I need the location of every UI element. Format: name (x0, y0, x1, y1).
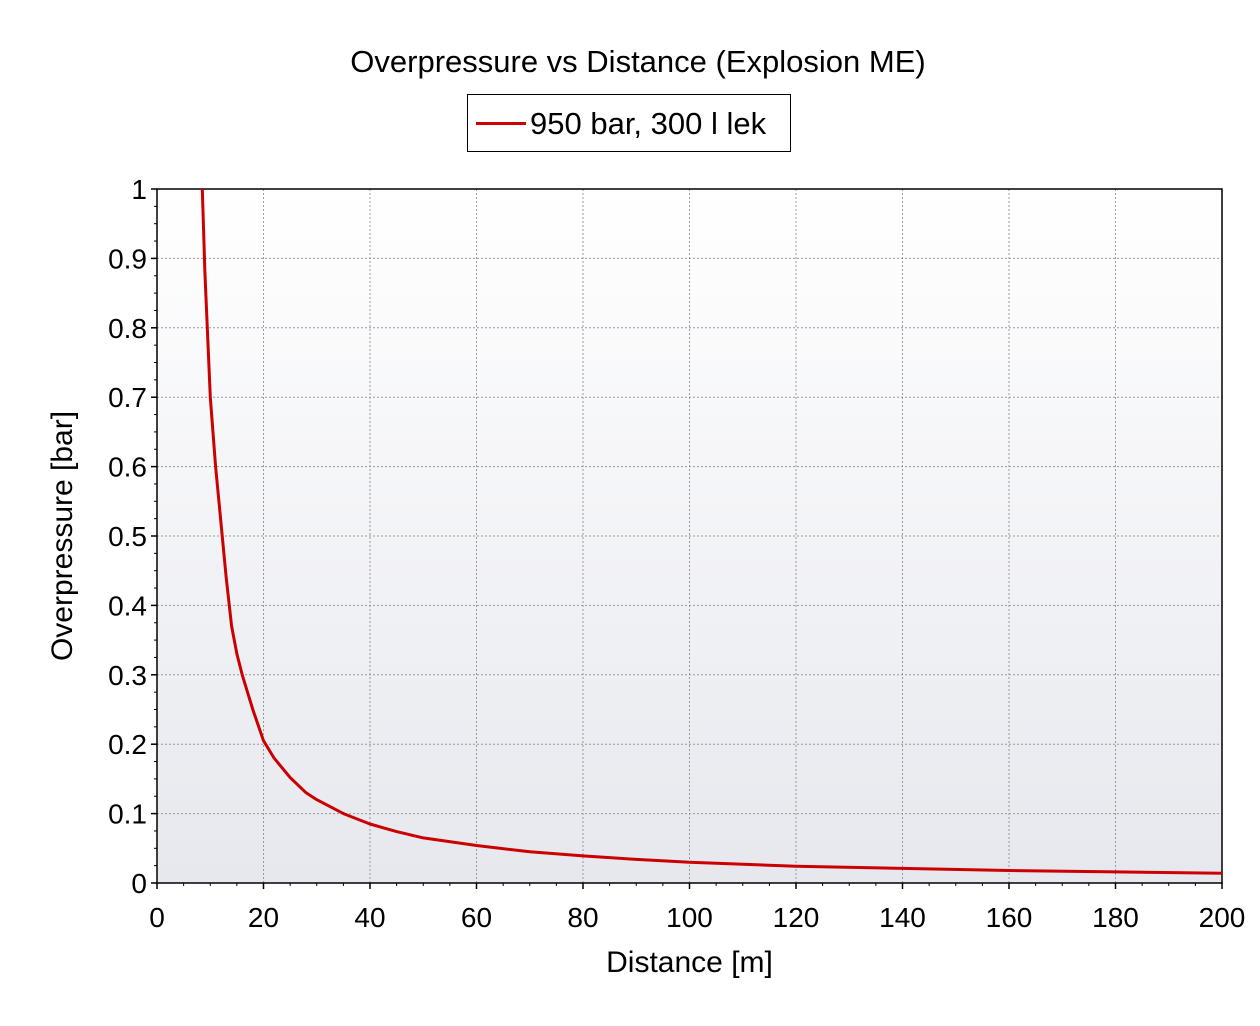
y-tick-label: 0 (131, 868, 147, 899)
x-tick-label: 100 (666, 902, 713, 933)
y-tick-label: 0.8 (108, 313, 147, 344)
y-tick-label: 1 (131, 174, 147, 205)
x-tick-label: 160 (986, 902, 1033, 933)
x-axis-label: Distance [m] (606, 946, 773, 979)
x-tick-label: 120 (773, 902, 820, 933)
legend: 950 bar, 300 l lek (467, 94, 791, 152)
x-tick-label: 0 (149, 902, 165, 933)
series-line (200, 188, 1223, 875)
legend-label: 950 bar, 300 l lek (530, 106, 767, 141)
y-tick-label: 0.4 (108, 590, 147, 621)
y-tick-label: 0.6 (108, 452, 147, 483)
x-tick-label: 140 (879, 902, 926, 933)
y-tick-label: 0.7 (108, 382, 147, 413)
legend-swatch (476, 122, 526, 125)
x-tick-label: 60 (461, 902, 492, 933)
x-tick-label: 20 (248, 902, 279, 933)
y-tick-label: 0.1 (108, 799, 147, 830)
y-tick-label: 0.3 (108, 660, 147, 691)
x-tick-label: 80 (567, 902, 598, 933)
chart-title: Overpressure vs Distance (Explosion ME) (350, 44, 926, 79)
y-tick-label: 0.9 (108, 243, 147, 274)
y-axis-label: Overpressure [bar] (46, 411, 79, 661)
y-tick-label: 0.5 (108, 521, 147, 552)
x-tick-label: 180 (1092, 902, 1139, 933)
x-tick-label: 40 (354, 902, 385, 933)
x-tick-label: 200 (1199, 902, 1246, 933)
y-tick-label: 0.2 (108, 729, 147, 760)
